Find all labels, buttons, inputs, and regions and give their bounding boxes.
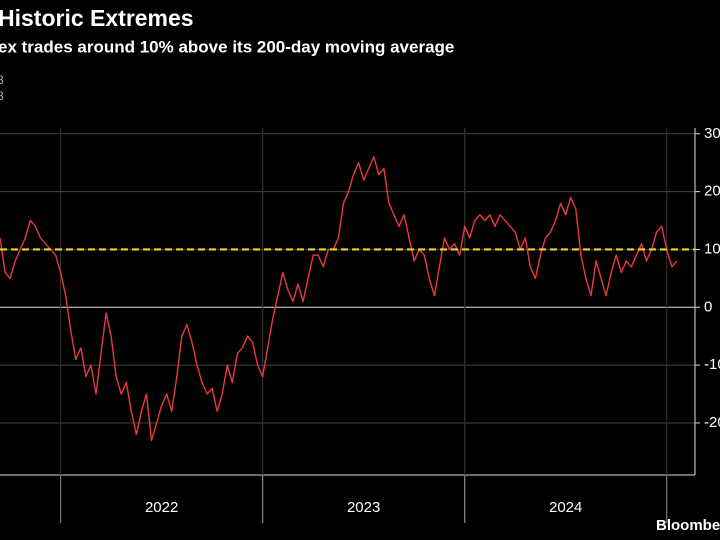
- legend-text: 8: [0, 73, 4, 87]
- y-tick-label: -10: [704, 356, 720, 373]
- y-tick-label: 0: [704, 298, 712, 315]
- legend-text: 8: [0, 89, 4, 103]
- x-tick-label: 2023: [347, 499, 380, 516]
- y-tick-label: 30: [704, 125, 720, 142]
- y-tick-label: -20: [704, 414, 720, 431]
- chart-subtitle: ex trades around 10% above its 200-day m…: [0, 37, 454, 56]
- x-tick-label: 2024: [549, 499, 582, 516]
- source: Bloomberg: [656, 517, 720, 534]
- y-tick-label: 20: [704, 183, 720, 200]
- chart-title: Historic Extremes: [0, 5, 194, 31]
- line-series: [0, 156, 678, 441]
- x-tick-label: 2022: [145, 499, 178, 516]
- y-tick-label: 10: [704, 240, 720, 257]
